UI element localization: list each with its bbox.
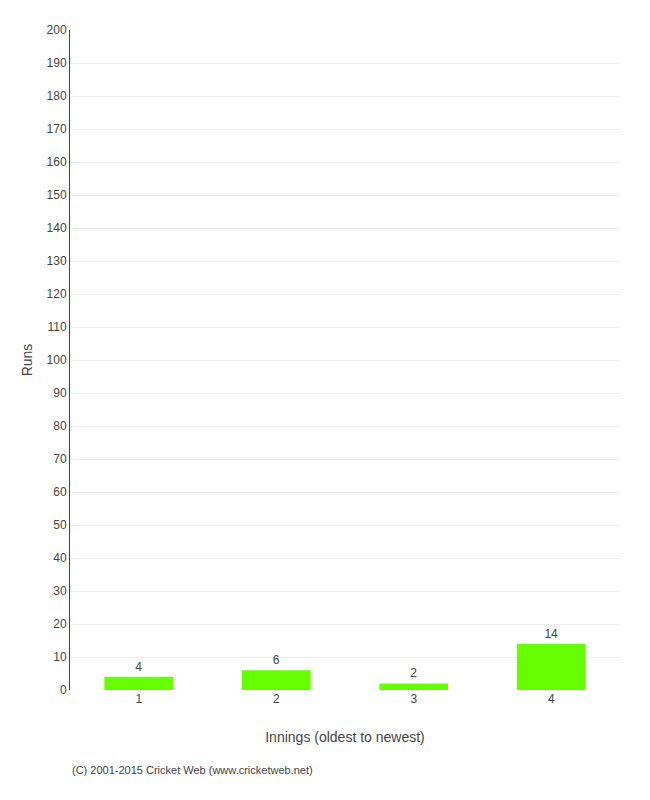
svg-text:30: 30 [53,584,67,598]
svg-text:4: 4 [135,660,142,674]
svg-text:90: 90 [53,386,67,400]
svg-text:6: 6 [273,653,280,667]
svg-text:0: 0 [60,683,67,697]
svg-text:(C) 2001-2015 Cricket Web (www: (C) 2001-2015 Cricket Web (www.cricketwe… [72,764,313,776]
svg-text:190: 190 [47,56,67,70]
svg-text:180: 180 [47,89,67,103]
svg-text:110: 110 [47,320,66,334]
svg-text:2: 2 [410,666,417,680]
svg-text:Runs: Runs [19,344,35,377]
svg-text:14: 14 [544,627,558,641]
svg-text:170: 170 [47,122,67,136]
svg-text:4: 4 [548,692,555,706]
svg-text:120: 120 [47,287,67,301]
svg-text:3: 3 [410,692,417,706]
svg-text:200: 200 [47,23,67,37]
svg-text:130: 130 [47,254,67,268]
svg-text:80: 80 [53,419,67,433]
svg-text:1: 1 [135,692,142,706]
svg-text:Innings (oldest to newest): Innings (oldest to newest) [265,729,425,745]
svg-text:70: 70 [53,452,67,466]
svg-text:160: 160 [47,155,67,169]
svg-text:50: 50 [53,518,67,532]
svg-text:40: 40 [53,551,67,565]
svg-text:60: 60 [53,485,67,499]
svg-text:20: 20 [53,617,67,631]
svg-text:140: 140 [47,221,67,235]
svg-text:100: 100 [47,353,67,367]
svg-text:2: 2 [273,692,280,706]
svg-text:150: 150 [47,188,67,202]
svg-text:10: 10 [53,650,67,664]
